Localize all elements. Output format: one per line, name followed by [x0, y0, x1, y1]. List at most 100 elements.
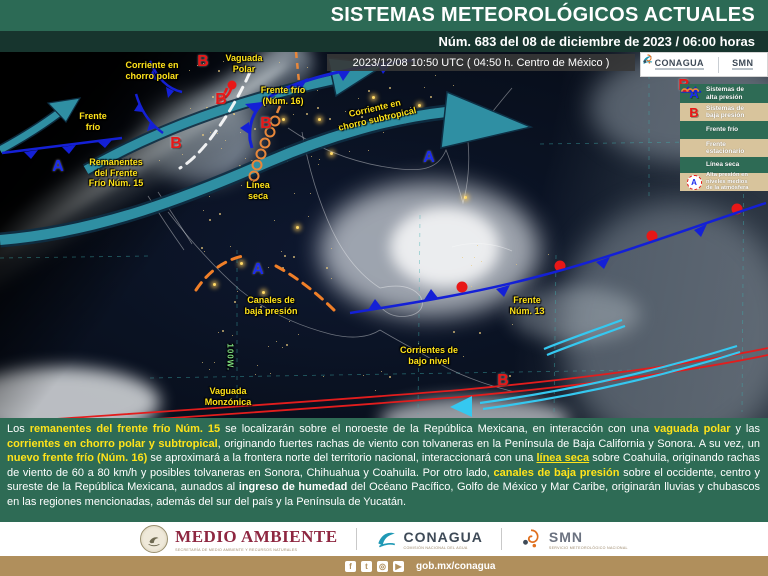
medio-ambiente-wordmark: MEDIO AMBIENTE — [175, 526, 338, 546]
low-pressure-marker: B — [215, 91, 227, 108]
city-light — [209, 218, 212, 221]
low-pressure-channels-lines — [194, 254, 338, 314]
corner-jet-arrow — [0, 97, 82, 155]
social-icons: f t ◎ ▶ — [345, 560, 404, 572]
city-light — [330, 247, 332, 249]
city-light-glow — [464, 196, 467, 199]
polar-trough-fronts — [134, 60, 183, 135]
city-light — [276, 340, 278, 342]
city-light — [367, 149, 369, 151]
city-light — [203, 210, 205, 212]
legend-item-stationary-front: Frente estacionario — [680, 86, 768, 157]
legend-item-label: Frente estacionario — [706, 140, 745, 155]
legend-item-label: Sistemas de alta presión — [706, 86, 744, 101]
cold-front-west-line — [1, 136, 123, 159]
polar-trough-axis — [178, 70, 252, 170]
city-light — [282, 266, 285, 269]
low-pressure-marker: B — [260, 115, 272, 132]
twitter-icon[interactable]: t — [361, 560, 372, 572]
city-light — [239, 164, 242, 167]
city-light — [197, 65, 199, 67]
map-label-cold-front-16: Frente frío (Núm. 16) — [260, 85, 306, 106]
city-light — [159, 159, 161, 161]
city-light — [285, 344, 288, 347]
city-light-glow — [240, 262, 243, 265]
city-light — [232, 334, 234, 336]
facebook-icon[interactable]: f — [345, 560, 356, 572]
city-light — [508, 374, 511, 377]
city-light — [256, 365, 258, 367]
city-light — [233, 113, 236, 116]
youtube-icon[interactable]: ▶ — [393, 560, 404, 572]
city-light — [297, 334, 299, 336]
city-light — [318, 159, 320, 161]
city-light — [548, 253, 550, 255]
city-light — [221, 330, 224, 333]
summary-segment: corrientes en chorro polar y subtropical — [7, 437, 218, 450]
gob-mx-link[interactable]: gob.mx/conagua — [416, 560, 496, 572]
city-light — [222, 61, 224, 63]
city-light — [254, 128, 257, 131]
city-light-glow — [213, 283, 216, 286]
city-light — [291, 296, 293, 298]
summary-segment: sobre el occidente, centro y sureste de … — [7, 466, 760, 494]
logo-divider — [717, 56, 719, 73]
legend-item-high-letter: A Sistemas de alta presión — [680, 84, 768, 103]
city-light — [410, 107, 412, 109]
legend-item-label: Frente frío — [706, 126, 739, 134]
city-light — [255, 374, 257, 376]
city-light — [270, 372, 272, 374]
conagua-footer-logo: CONAGUA COMISIÓN NACIONAL DEL AGUA — [375, 528, 483, 550]
city-light — [338, 125, 340, 127]
summary-segment: se aproximará a la frontera norte del te… — [147, 452, 537, 465]
city-light — [202, 63, 204, 65]
map-legend: A Sistemas de alta presión B Sistemas de baja… — [680, 84, 768, 191]
smn-swirl-icon — [643, 54, 652, 64]
smn-subtitle: SERVICIO METEOROLÓGICO NACIONAL — [548, 545, 628, 550]
city-light — [224, 94, 226, 96]
city-light — [201, 247, 204, 250]
title-bar: SISTEMAS METEOROLÓGICOS ACTUALES — [0, 0, 768, 31]
summary-segment: Los — [7, 423, 30, 435]
low-letter-icon: B — [689, 104, 699, 120]
forecast-summary-text: Los remanentes del frente frío Núm. 15 s… — [0, 418, 768, 522]
summary-segment: sobre Coahuila, originando rachas de vie… — [7, 452, 761, 479]
summary-segment: nuevo frente frío (Núm. 16) — [7, 452, 148, 465]
city-light — [358, 97, 360, 99]
city-light — [211, 95, 214, 98]
city-light — [209, 131, 211, 133]
summary-segment: línea seca — [536, 452, 590, 465]
city-light-glow — [262, 291, 265, 294]
summary-segment: se localizarán sobre el noroeste de la R… — [220, 423, 655, 435]
legend-item-label: Línea seca — [706, 161, 740, 169]
city-light — [473, 256, 475, 258]
map-label-dry-line: Línea seca — [246, 180, 270, 201]
city-light — [512, 323, 514, 325]
city-light — [245, 157, 247, 159]
legend-item-mid-level-high: A Alta presión en niveles medios de la atmó… — [680, 172, 768, 191]
city-light-glow — [330, 152, 333, 155]
city-light — [233, 68, 236, 71]
city-light — [515, 263, 517, 265]
map-label-monsoon-trough: Vaguada Monzónica — [204, 386, 252, 407]
footer-divider — [355, 528, 357, 550]
city-light — [362, 375, 364, 377]
city-light — [259, 305, 262, 308]
footer-logos: MEDIO AMBIENTE SECRETARÍA DE MEDIO AMBIE… — [0, 522, 768, 556]
legend-item-label: Sistemas de baja presión — [706, 104, 745, 119]
city-light — [380, 371, 382, 373]
instagram-icon[interactable]: ◎ — [377, 560, 388, 572]
summary-segment: del Océano Pacífico, Golfo de México y M… — [7, 481, 760, 508]
summary-segment: y las — [730, 423, 760, 435]
conagua-wordmark: CONAGUA — [403, 528, 483, 545]
map-label-low-pressure-channels: Canales de baja presión — [244, 295, 298, 316]
medio-ambiente-logo: MEDIO AMBIENTE SECRETARÍA DE MEDIO AMBIE… — [140, 525, 337, 553]
city-light — [308, 215, 310, 217]
summary-segment: , originando fuertes rachas de viento co… — [217, 437, 760, 450]
city-light-glow — [282, 118, 285, 121]
weather-symbols-layer — [0, 52, 768, 418]
city-light — [367, 90, 370, 93]
monsoon-trough-line — [57, 347, 768, 418]
city-light — [309, 192, 311, 194]
map-label-low-level-currents: Corrientes de bajo nivel — [399, 345, 459, 366]
